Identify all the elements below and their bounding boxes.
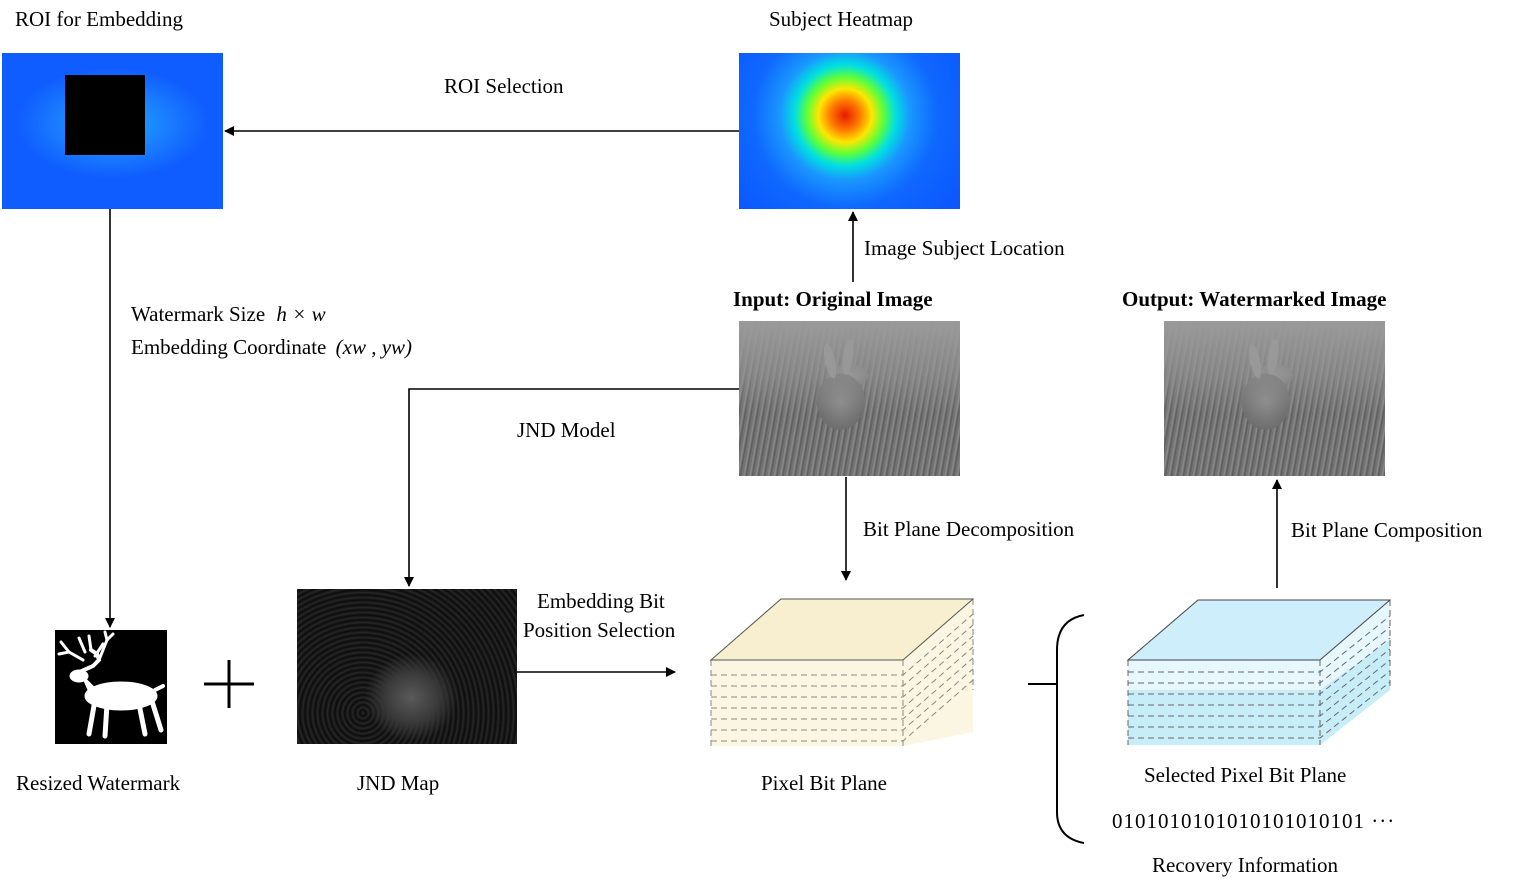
label-embedding-bit-line1: Embedding Bit: [537, 589, 665, 613]
binary-sequence: 0101010101010101010101 ···: [1112, 809, 1396, 833]
resized-watermark-image: [55, 630, 167, 744]
label-input-original-image: Input: Original Image: [733, 287, 933, 311]
label-jnd-map: JND Map: [357, 771, 440, 795]
deer-icon: [57, 630, 165, 739]
label-roi-for-embedding: ROI for Embedding: [15, 7, 183, 31]
watermarked-image: [1164, 321, 1385, 476]
embedding-coordinate-text: Embedding Coordinate: [131, 335, 327, 359]
label-watermark-size: Watermark Size h × w: [131, 304, 326, 325]
image-fade: [739, 321, 960, 476]
label-bit-plane-composition: Bit Plane Composition: [1291, 518, 1483, 542]
label-embedding-bit-line2: Position Selection: [523, 618, 676, 642]
roi-heatmap-image: [2, 53, 223, 209]
label-roi-selection: ROI Selection: [444, 74, 564, 98]
label-jnd-model: JND Model: [517, 418, 616, 442]
watermark-size-text: Watermark Size: [131, 302, 266, 326]
label-image-subject-location: Image Subject Location: [864, 236, 1065, 260]
label-selected-pixel-bit-plane: Selected Pixel Bit Plane: [1144, 763, 1347, 787]
watermark-size-variable: h × w: [276, 302, 326, 326]
label-bit-plane-decomposition: Bit Plane Decomposition: [863, 517, 1075, 541]
label-output-watermarked-image: Output: Watermarked Image: [1122, 287, 1387, 311]
label-embedding-coordinate: Embedding Coordinate (xw , yw): [131, 337, 412, 358]
left-brace-icon: [1028, 614, 1085, 844]
image-fade: [1164, 321, 1385, 476]
selected-pixel-bit-plane-stack: [1126, 599, 1392, 745]
label-pixel-bit-plane: Pixel Bit Plane: [761, 771, 887, 795]
label-subject-heatmap: Subject Heatmap: [769, 7, 914, 31]
roi-embedding-box: [65, 75, 145, 155]
plus-icon: [204, 660, 254, 708]
original-image: [739, 321, 960, 476]
embedding-coordinate-variable: (xw , yw): [335, 335, 413, 359]
label-recovery-information: Recovery Information: [1152, 853, 1339, 877]
label-resized-watermark: Resized Watermark: [16, 771, 181, 795]
jnd-map-image: [297, 589, 517, 744]
pixel-bit-plane-stack: [709, 598, 975, 746]
jnd-model-arrow: [404, 388, 739, 587]
subject-heatmap-image: [739, 53, 960, 209]
